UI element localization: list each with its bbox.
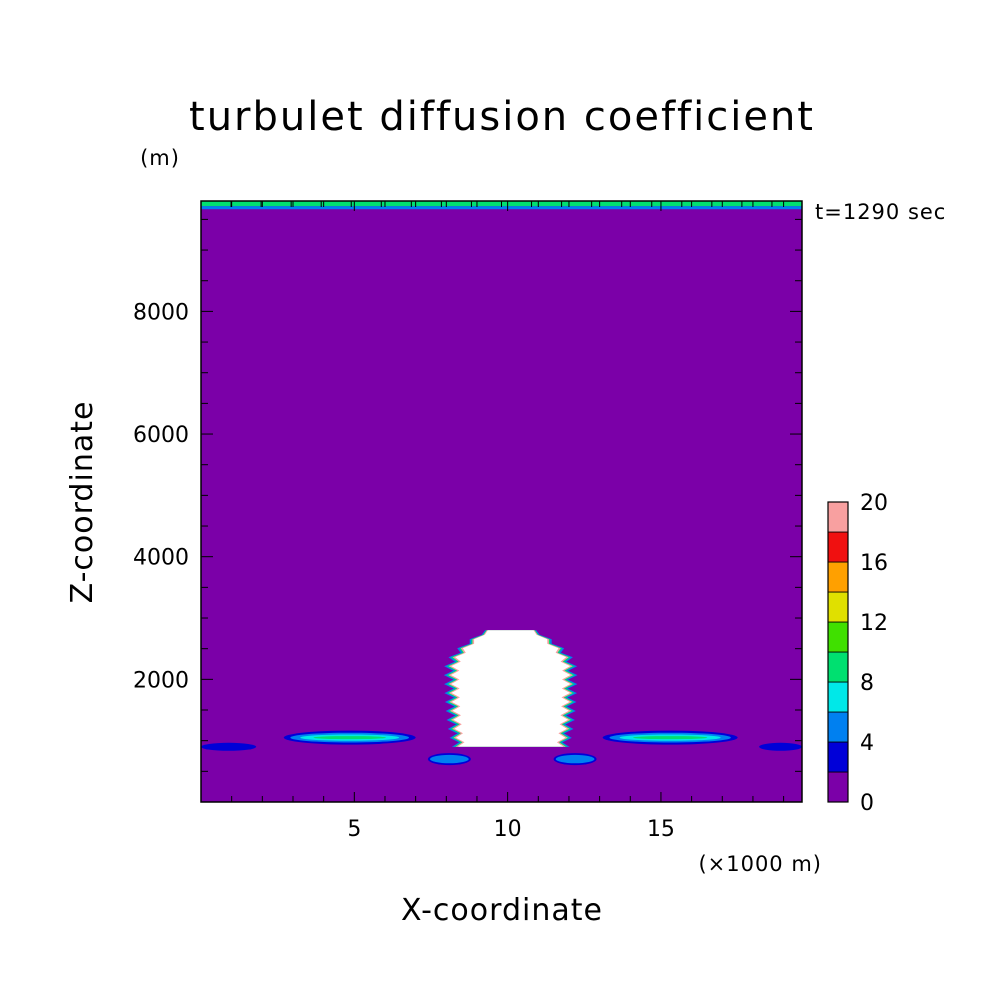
colorbar-label: 16: [860, 551, 888, 576]
right-edge-layer-contour: [759, 742, 802, 751]
colorbar-bin: [827, 771, 849, 803]
y-axis-title: Z-coordinate: [65, 401, 100, 604]
x-unit-label: (×1000 m): [698, 852, 822, 876]
y-tick-label: 6000: [133, 423, 189, 448]
left-edge-layer-contour: [201, 742, 257, 751]
left-low-lobe: [427, 753, 471, 766]
colorbar-frame: [827, 501, 849, 803]
right-low-lobe: [553, 753, 597, 766]
colorbar-label: 12: [860, 611, 888, 636]
colorbar-bin: [827, 561, 849, 593]
right-shear-layer: [602, 730, 738, 745]
time-label: t=1290 sec: [815, 200, 946, 224]
contour-field: [200, 201, 803, 802]
y-tick-label: 4000: [133, 546, 189, 571]
colorbar: 20 16 12 8 4 0: [827, 491, 888, 816]
left-shear-layer-contour: [313, 736, 386, 740]
right-low-lobe-contour: [555, 754, 595, 764]
plot-frame: [200, 200, 803, 803]
plot-axes: 5 10 15 2000 4000 6000 8000: [133, 200, 803, 842]
colorbar-bin: [827, 591, 849, 623]
colorbar-bin: [827, 681, 849, 713]
x-axis-title: X-coordinate: [401, 893, 603, 928]
right-shear-layer-contour: [633, 736, 708, 740]
left-edge-layer: [201, 742, 257, 751]
x-tick-label: 15: [647, 817, 675, 842]
colorbar-label: 0: [860, 791, 874, 816]
right-edge-layer: [759, 742, 802, 751]
y-unit-label: (m): [140, 146, 180, 170]
colorbar-bin: [827, 621, 849, 653]
left-shear-layer: [283, 730, 416, 745]
y-tick-label: 2000: [133, 668, 189, 693]
colorbar-bin: [827, 501, 849, 533]
colorbar-label: 8: [860, 671, 874, 696]
colorbar-label: 4: [860, 731, 874, 756]
cloud-core-max-region: [451, 630, 571, 747]
chart-title: turbulet diffusion coefficient: [189, 94, 815, 140]
colorbar-bin: [827, 531, 849, 563]
colorbar-bin: [827, 651, 849, 683]
colorbar-bin: [827, 741, 849, 773]
cloud-core: [443, 630, 578, 747]
y-tick-label: 8000: [133, 300, 189, 325]
left-low-lobe-contour: [430, 754, 469, 764]
colorbar-label: 20: [860, 491, 888, 516]
colorbar-bin: [827, 711, 849, 743]
x-tick-label: 10: [494, 817, 522, 842]
top-layer-edge: [201, 206, 802, 210]
x-tick-label: 5: [347, 817, 361, 842]
